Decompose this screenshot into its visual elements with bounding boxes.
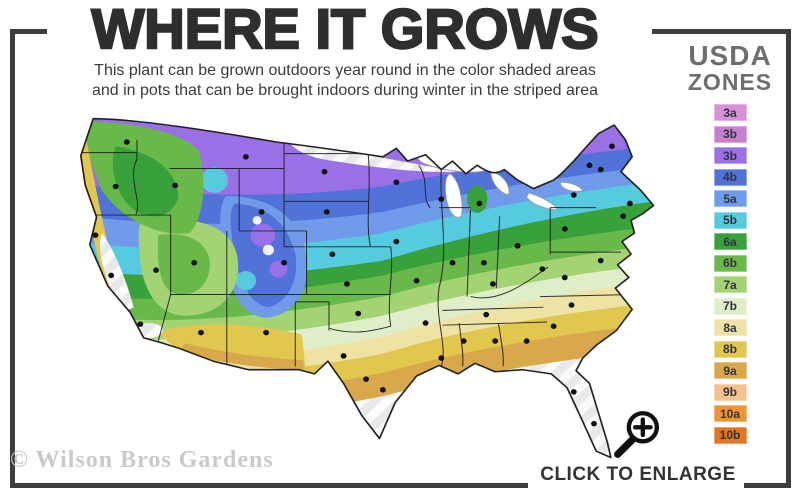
usda-zones-legend: USDA ZONES 3a 3b 3b 4b 5a 5b 6a 6b 7a 7b 8a 8b 9a 9b 1…: [666, 42, 794, 444]
lake-michigan: [444, 173, 463, 218]
us-map-svg: [79, 117, 655, 459]
legend-swatch-9b: 9b: [713, 383, 747, 401]
rockies-cyan-patch: [235, 271, 256, 291]
subtitle-line-1: This plant can be grown outdoors year ro…: [94, 62, 596, 79]
lake-huron: [490, 171, 510, 196]
legend-swatch-6b: 6b: [713, 254, 747, 272]
legend-swatch-4b: 4b: [713, 168, 747, 186]
rockies-peak-white: [262, 244, 274, 256]
rockies-peak-white-2: [252, 216, 262, 225]
southwest-tan-fringe: [178, 343, 305, 370]
legend-swatch-7a: 7a: [713, 276, 747, 294]
legend-title-line-1: USDA: [688, 40, 772, 71]
montana-cyan-patch: [200, 167, 228, 193]
legend-swatch-3b: 3b: [713, 125, 747, 143]
legend-swatch-10a: 10a: [713, 405, 747, 423]
legend-swatch-list: 3a 3b 3b 4b 5a 5b 6a 6b 7a 7b 8a 8b 9a 9b 10a 10b: [666, 104, 794, 444]
legend-swatch-5a: 5a: [713, 190, 747, 208]
legend-swatch-7b: 7b: [713, 297, 747, 315]
lake-ontario: [559, 181, 584, 192]
legend-swatch-10b: 10b: [713, 426, 747, 444]
legend-swatch-4a: 3b: [713, 147, 747, 165]
usda-zone-map[interactable]: [46, 106, 658, 466]
us-outline: [79, 117, 655, 459]
legend-swatch-8a: 8a: [713, 319, 747, 337]
page-subtitle: This plant can be grown outdoors year ro…: [30, 61, 660, 101]
legend-title-line-2: ZONES: [687, 69, 773, 95]
subtitle-line-2: and in pots that can be brought indoors …: [91, 82, 599, 99]
page-title: WHERE IT GROWS: [90, 0, 599, 61]
frame-right: [786, 29, 791, 488]
frame-bottom-left: [10, 483, 528, 488]
striped-region-california-valley: [99, 233, 134, 310]
frame-bottom-right: [744, 483, 791, 488]
rockies-purple-patch: [250, 223, 276, 247]
click-to-enlarge-button[interactable]: CLICK TO ENLARGE: [540, 406, 736, 486]
frame-left: [10, 29, 15, 488]
magnifier-plus-icon: [614, 411, 660, 458]
legend-swatch-6a: 6a: [713, 233, 747, 251]
legend-swatch-8b: 8b: [713, 340, 747, 358]
michigan-green-patch: [467, 185, 488, 213]
frame-top-right: [652, 29, 791, 34]
click-to-enlarge-label: CLICK TO ENLARGE: [540, 464, 736, 485]
legend-swatch-3a: 3a: [713, 104, 747, 122]
frame-top-left: [10, 29, 47, 34]
pnw-dark-green-core: [112, 146, 179, 217]
legend-swatch-5b: 5b: [713, 211, 747, 229]
lake-erie: [526, 192, 559, 211]
legend-swatch-9a: 9a: [713, 362, 747, 380]
state-borders: [80, 139, 635, 370]
southwest-gold-region: [160, 324, 306, 369]
watermark: © Wilson Bros Gardens: [10, 447, 274, 473]
